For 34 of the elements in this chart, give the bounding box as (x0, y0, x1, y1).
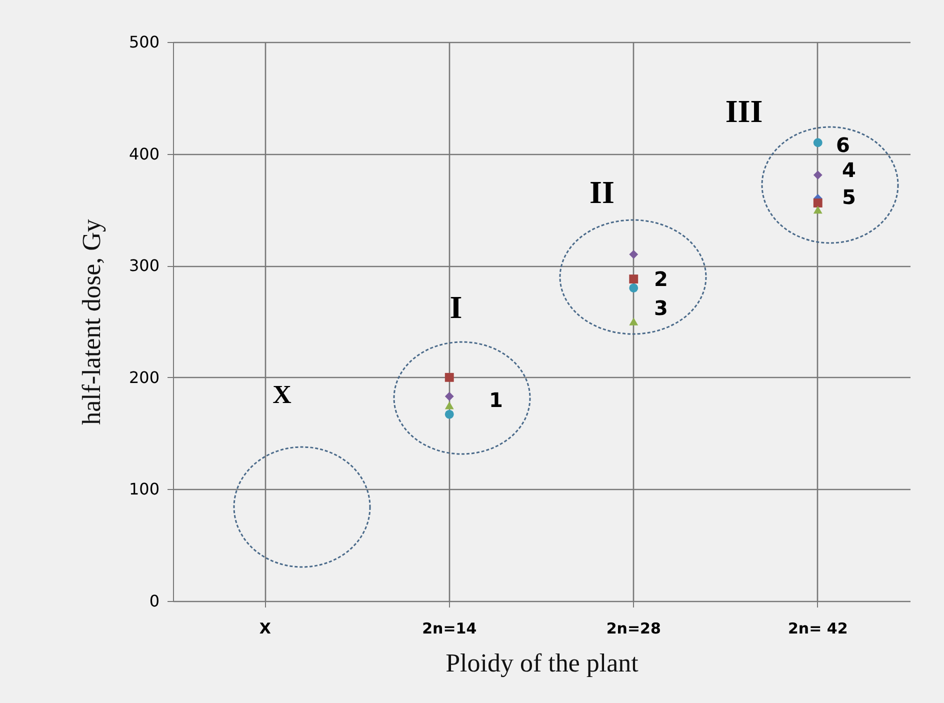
x-tick-label: 2n=14 (422, 620, 477, 638)
y-axis-title: half-latent dose, Gy (76, 219, 106, 425)
y-tick-label: 100 (128, 480, 160, 499)
annotation: 2 (654, 267, 668, 291)
point (444, 392, 454, 401)
x-tick-label: X (259, 620, 272, 638)
point (629, 318, 638, 326)
y-tick-label: 200 (128, 368, 160, 387)
point (813, 170, 822, 180)
annotation: 5 (842, 185, 856, 209)
annotation: 6 (836, 133, 850, 157)
point (444, 372, 454, 382)
annotation: 3 (654, 296, 668, 320)
point (444, 401, 454, 410)
annotation: 4 (842, 158, 856, 182)
point (629, 283, 638, 292)
y-tick-label: 0 (149, 592, 160, 610)
annotation: 1 (489, 388, 503, 412)
annotation: X (272, 380, 292, 409)
point (813, 198, 822, 208)
y-tick-label: 300 (128, 256, 160, 276)
point (444, 410, 454, 419)
y-tick-label: 500 (128, 32, 160, 52)
annotation: II (590, 174, 614, 210)
x-tick-label: 2n=28 (606, 620, 661, 638)
y-tick-label: 400 (128, 144, 160, 164)
x-axis-title: Ploidy of the plant (446, 648, 640, 678)
x-tick-label: 2n= 42 (788, 620, 848, 638)
point (813, 206, 822, 214)
annotation: I (450, 289, 462, 325)
point (629, 274, 638, 284)
point (813, 138, 822, 148)
annotation: III (725, 93, 763, 129)
point (629, 250, 638, 259)
